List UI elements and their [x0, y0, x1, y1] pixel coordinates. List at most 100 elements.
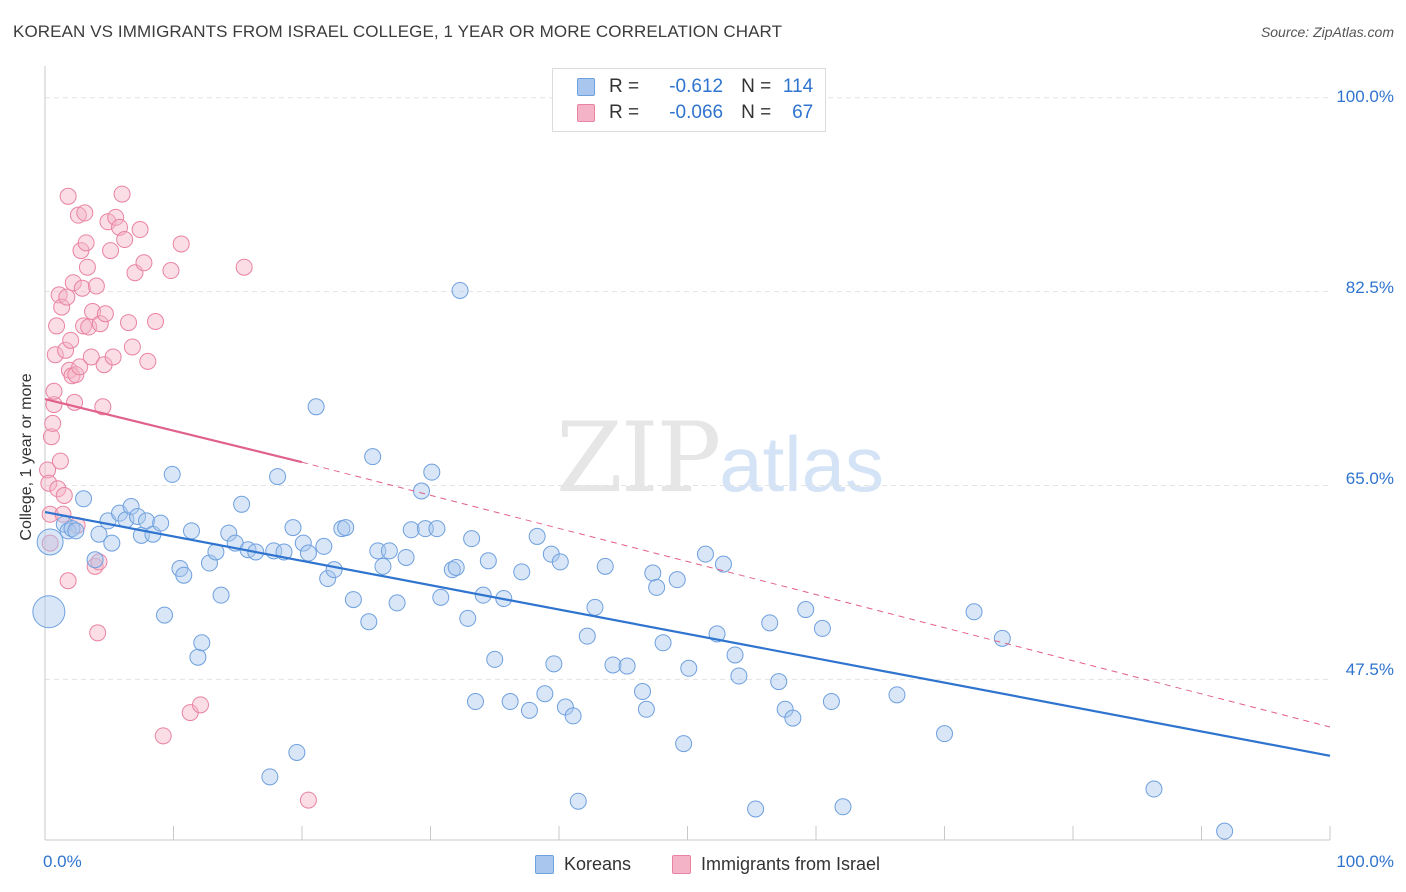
koreans-point: [163, 465, 181, 483]
israel-point: [135, 254, 153, 272]
koreans-point: [299, 544, 317, 562]
legend-row-israel: R = -0.066 N = 67: [577, 101, 813, 125]
koreans-point: [513, 563, 531, 581]
koreans-point: [501, 693, 519, 711]
koreans-point: [696, 545, 714, 563]
israel-point: [44, 414, 62, 432]
koreans-point: [428, 520, 446, 538]
koreans-point: [634, 683, 652, 701]
koreans-point: [319, 570, 337, 588]
koreans-point: [596, 557, 614, 575]
koreans-point: [618, 657, 636, 675]
koreans-point: [416, 520, 434, 538]
koreans-point: [644, 564, 662, 582]
koreans-point: [75, 490, 93, 508]
israel-point: [82, 348, 100, 366]
israel-point: [62, 331, 80, 349]
israel-legend-label: Immigrants from Israel: [701, 853, 881, 874]
legend-r-value: -0.612: [669, 76, 724, 97]
grid-lines: [45, 97, 1330, 680]
y-tick-label: 82.5%: [1345, 278, 1394, 297]
koreans-point: [654, 634, 672, 652]
israel-point: [46, 346, 64, 364]
israel-point: [73, 279, 91, 297]
israel-legend-swatch: [672, 854, 691, 874]
israel-point: [94, 398, 112, 416]
israel-point: [71, 358, 89, 376]
israel-point: [67, 366, 85, 384]
koreans-point: [675, 735, 693, 753]
israel-point: [113, 185, 131, 203]
koreans-point: [261, 768, 279, 786]
israel-point: [116, 231, 134, 249]
israel-point: [76, 204, 94, 222]
koreans-point: [369, 542, 387, 560]
x-tick-label-max: 100.0%: [1336, 852, 1394, 871]
koreans-point: [175, 566, 193, 584]
koreans-point: [1216, 822, 1234, 840]
israel-point: [49, 480, 67, 498]
legend-r-label: R =: [609, 102, 640, 123]
koreans-point: [325, 561, 343, 579]
koreans-point: [129, 507, 147, 525]
koreans-point: [200, 554, 218, 572]
legend-r-label: R =: [609, 76, 640, 97]
israel-trend-line: [44, 397, 303, 464]
israel-point: [91, 315, 109, 333]
koreans-point: [520, 701, 538, 719]
koreans-point: [212, 586, 230, 604]
koreans-point: [730, 667, 748, 685]
legend-n-label: N =: [741, 102, 772, 123]
israel-point: [172, 235, 190, 253]
koreans-point: [797, 601, 815, 619]
bottom-legend-koreans[interactable]: Koreans: [535, 852, 631, 876]
axes: [44, 66, 1331, 841]
koreans-point: [122, 498, 140, 516]
bottom-legend-israel[interactable]: Immigrants from Israel: [672, 852, 880, 876]
koreans-point: [479, 552, 497, 570]
koreans-point: [364, 448, 382, 466]
israel-point: [55, 486, 73, 504]
koreans-point: [993, 629, 1011, 647]
y-axis-label: College, 1 year or more: [18, 373, 35, 541]
israel-point: [40, 474, 58, 492]
israel-point: [53, 298, 71, 316]
koreans-point: [233, 495, 251, 513]
koreans-point: [466, 693, 484, 711]
koreans-point: [459, 609, 477, 627]
israel-point: [57, 341, 75, 359]
koreans-point: [834, 798, 852, 816]
watermark-zip: ZIP: [556, 402, 721, 514]
israel-point: [75, 317, 93, 335]
koreans-point: [965, 603, 983, 621]
koreans-point: [374, 557, 392, 575]
legend-n-value: 114: [782, 76, 814, 97]
israel-point: [42, 428, 60, 446]
koreans-point: [86, 551, 104, 569]
koreans-point: [344, 591, 362, 609]
koreans-point: [714, 555, 732, 573]
israel-point: [299, 791, 317, 809]
israel-trend-extension: [301, 461, 1331, 728]
chart-title: KOREAN VS IMMIGRANTS FROM ISRAEL COLLEGE…: [13, 22, 783, 41]
koreans-point: [380, 542, 398, 560]
koreans-point: [545, 655, 563, 673]
koreans-point: [447, 558, 465, 576]
trend-lines: [44, 397, 1331, 757]
legend-n-label: N =: [741, 76, 772, 97]
israel-point: [64, 274, 82, 292]
koreans-point: [402, 521, 420, 539]
koreans-point: [67, 522, 85, 540]
koreans-point: [294, 534, 312, 552]
correlation-legend: R = -0.612 N = 114 R = -0.066 N = 67: [552, 68, 826, 132]
israel-point: [39, 461, 57, 479]
israel-point: [96, 305, 114, 323]
israel-point: [58, 288, 76, 306]
watermark: ZIPatlas: [556, 402, 884, 514]
israel-point: [77, 234, 95, 252]
koreans-point: [423, 463, 441, 481]
israel-point: [59, 187, 77, 205]
koreans-point: [413, 482, 431, 500]
koreans-point: [360, 613, 378, 631]
